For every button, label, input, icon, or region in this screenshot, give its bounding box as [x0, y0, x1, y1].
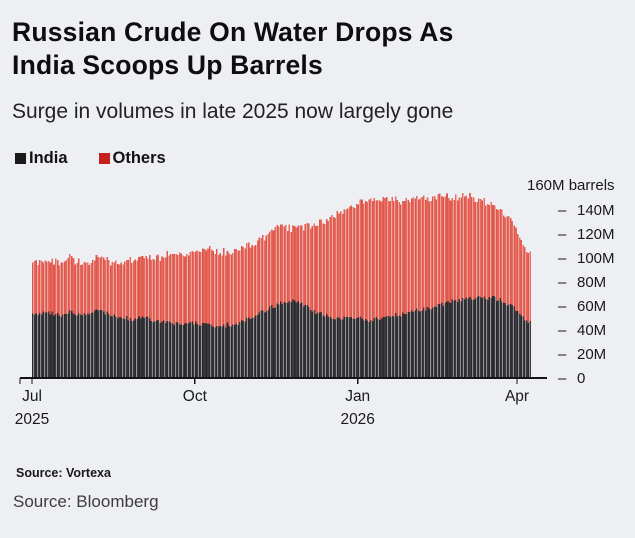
y-tick-0: –0 — [558, 371, 585, 386]
series-others-bars — [32, 193, 531, 328]
source-vortexa: Source: Vortexa — [16, 466, 111, 480]
x-tick-year-2025: 2025 — [14, 411, 50, 428]
y-tick-dash: – — [558, 346, 567, 363]
chart-title-line2: India Scoops Up Barrels — [12, 50, 323, 81]
legend-item-india: India — [15, 149, 68, 168]
y-tick-140M: –140M — [558, 203, 615, 218]
x-tick-label-jan: Jan — [345, 388, 371, 405]
y-tick-dash: – — [558, 274, 567, 291]
x-tick-label-jul: Jul — [22, 388, 42, 405]
y-tick-label: 20M — [577, 346, 607, 363]
legend-label-india: India — [29, 149, 68, 167]
y-tick-80M: –80M — [558, 275, 606, 290]
y-tick-label: 120M — [577, 226, 615, 243]
y-tick-dash: – — [558, 250, 567, 267]
y-tick-60M: –60M — [558, 299, 606, 314]
chart-title-line1: Russian Crude On Water Drops As — [12, 17, 454, 47]
y-tick-label: 60M — [577, 298, 607, 315]
y-tick-dash: – — [558, 202, 567, 219]
y-tick-label: 80M — [577, 274, 607, 291]
y-tick-40M: –40M — [558, 323, 606, 338]
y-tick-dash: – — [558, 298, 567, 315]
x-tick-label-oct: Oct — [182, 388, 207, 405]
source-bloomberg: Source: Bloomberg — [13, 492, 159, 511]
y-tick-dash: – — [558, 370, 567, 387]
y-tick-dash: – — [558, 226, 567, 243]
y-tick-20M: –20M — [558, 347, 606, 362]
chart-legend: India Others — [15, 149, 166, 168]
legend-label-others: Others — [112, 149, 166, 167]
x-tick-year-2026: 2026 — [340, 411, 375, 428]
y-tick-dash: – — [558, 322, 567, 339]
y-tick-label: 100M — [577, 250, 615, 267]
y-tick-label: 140M — [577, 202, 615, 219]
y-tick-120M: –120M — [558, 227, 615, 242]
series-india-bars — [32, 295, 531, 378]
y-tick-label: 40M — [577, 322, 607, 339]
chart-title: Russian Crude On Water Drops As India Sco… — [12, 16, 612, 83]
legend-item-others: Others — [98, 149, 166, 168]
x-tick-label-apr: Apr — [504, 388, 530, 405]
others-swatch-icon — [98, 153, 110, 164]
chart-subtitle: Surge in volumes in late 2025 now largel… — [12, 100, 454, 123]
y-tick-100M: –100M — [558, 251, 615, 266]
india-swatch-icon — [15, 153, 26, 164]
y-axis-header: 160M barrels — [527, 177, 615, 194]
x-axis — [19, 377, 547, 384]
y-tick-label: 0 — [577, 370, 586, 387]
